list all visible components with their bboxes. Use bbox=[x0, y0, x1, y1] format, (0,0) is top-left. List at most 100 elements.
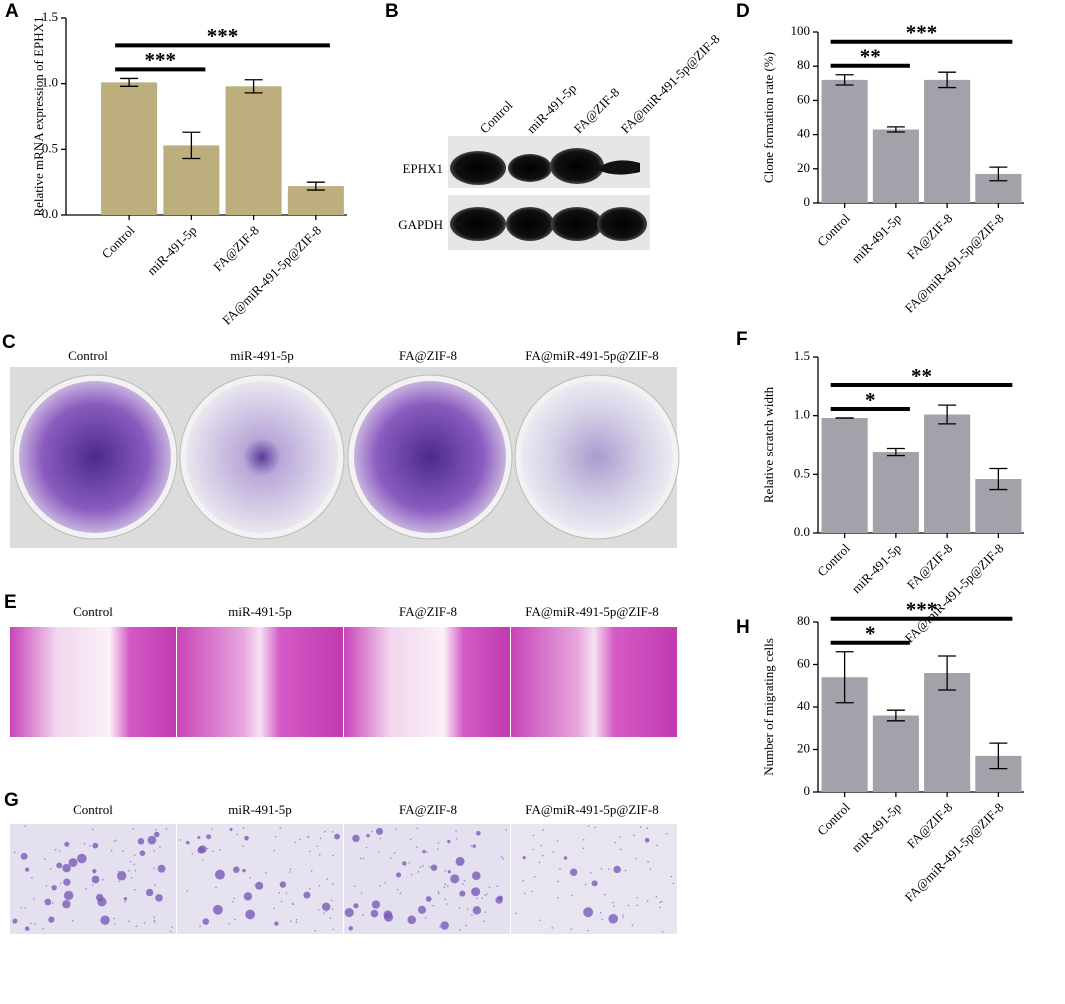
cell bbox=[25, 867, 30, 872]
cell bbox=[475, 830, 481, 836]
pore bbox=[201, 859, 204, 862]
pore bbox=[582, 847, 585, 850]
pore bbox=[455, 837, 458, 840]
cell bbox=[396, 872, 402, 878]
pore bbox=[614, 841, 616, 844]
pore bbox=[384, 881, 387, 884]
cell bbox=[608, 913, 618, 924]
pore bbox=[133, 854, 136, 856]
pore bbox=[110, 849, 113, 852]
error-bar bbox=[989, 467, 1008, 491]
pore bbox=[660, 900, 663, 903]
pore bbox=[542, 829, 544, 831]
pore bbox=[305, 895, 308, 897]
cell bbox=[447, 839, 451, 844]
pore bbox=[532, 848, 534, 851]
pore bbox=[622, 914, 624, 916]
y-tick-label: 40 bbox=[797, 698, 810, 713]
pore bbox=[538, 861, 541, 864]
cell bbox=[245, 909, 256, 920]
panel-letter: G bbox=[4, 790, 19, 811]
x-tick-label: FA@miR-491-5p@ZIF-8 bbox=[902, 211, 1007, 316]
bar bbox=[821, 79, 868, 203]
pore bbox=[646, 900, 649, 902]
pore bbox=[377, 850, 380, 853]
pore bbox=[330, 899, 333, 901]
pore bbox=[113, 840, 115, 843]
pore bbox=[318, 853, 321, 856]
panel-letter: C bbox=[2, 332, 16, 353]
error-bar bbox=[244, 79, 263, 94]
cell bbox=[63, 878, 71, 886]
y-axis-label: Clone formation rate (%) bbox=[761, 52, 776, 183]
pore bbox=[289, 868, 292, 870]
pore bbox=[656, 844, 658, 847]
pore bbox=[51, 902, 54, 904]
pore bbox=[254, 884, 256, 887]
column-label: Control bbox=[68, 348, 108, 363]
cell bbox=[366, 833, 370, 838]
y-tick-label: 0 bbox=[804, 194, 811, 209]
pore bbox=[444, 869, 447, 872]
y-tick-label: 60 bbox=[797, 91, 810, 106]
pore bbox=[424, 917, 427, 919]
bar bbox=[287, 186, 344, 215]
column-label: FA@miR-491-5p@ZIF-8 bbox=[525, 604, 658, 619]
significance-label: *** bbox=[906, 21, 938, 45]
cell bbox=[344, 908, 354, 918]
pore bbox=[570, 928, 573, 930]
pore bbox=[353, 885, 356, 887]
transwell-image bbox=[344, 824, 510, 934]
cell bbox=[497, 895, 503, 901]
cell bbox=[44, 898, 52, 906]
pore bbox=[496, 885, 498, 888]
pore bbox=[29, 922, 32, 925]
significance-label: *** bbox=[145, 48, 177, 72]
pore bbox=[622, 916, 624, 919]
pore bbox=[134, 869, 137, 872]
cell bbox=[472, 906, 482, 915]
error-bar bbox=[938, 404, 957, 425]
pore bbox=[471, 914, 473, 916]
pore bbox=[68, 891, 71, 893]
pore bbox=[332, 854, 334, 857]
pore bbox=[461, 883, 464, 885]
cell bbox=[157, 864, 166, 873]
y-tick-label: 100 bbox=[791, 23, 811, 38]
error-bar bbox=[989, 742, 1008, 770]
cell bbox=[591, 880, 598, 887]
error-bar bbox=[835, 651, 854, 704]
cell bbox=[243, 892, 253, 901]
x-tick-label: miR-491-5p bbox=[144, 223, 200, 279]
cell bbox=[92, 842, 99, 849]
pore bbox=[60, 882, 62, 885]
pore bbox=[129, 860, 132, 863]
y-tick-label: 20 bbox=[797, 740, 810, 755]
significance-label: *** bbox=[906, 598, 938, 622]
error-bar bbox=[120, 77, 139, 87]
pore bbox=[618, 836, 621, 838]
y-tick-label: 80 bbox=[797, 57, 810, 72]
pore bbox=[233, 897, 235, 900]
pore bbox=[437, 892, 440, 895]
pore bbox=[323, 912, 325, 914]
lane-label: FA@ZIF-8 bbox=[571, 85, 623, 137]
pore bbox=[639, 826, 642, 828]
error-bar bbox=[886, 709, 905, 722]
colonies bbox=[354, 381, 506, 533]
pore bbox=[329, 917, 332, 919]
cell bbox=[255, 881, 264, 890]
pore bbox=[436, 848, 439, 850]
western-blot-panel: B EPHX1 GAPDH Control miR-491-5p FA@ZIF-… bbox=[385, 1, 723, 250]
pore bbox=[419, 866, 422, 868]
pore bbox=[631, 924, 634, 927]
pore bbox=[532, 834, 535, 837]
pore bbox=[122, 850, 124, 853]
panel-letter: D bbox=[736, 1, 750, 22]
pore bbox=[43, 858, 46, 860]
blot-band bbox=[506, 207, 554, 241]
bar bbox=[872, 715, 919, 792]
pore bbox=[599, 911, 602, 914]
pore bbox=[446, 903, 448, 905]
cell bbox=[145, 888, 154, 897]
